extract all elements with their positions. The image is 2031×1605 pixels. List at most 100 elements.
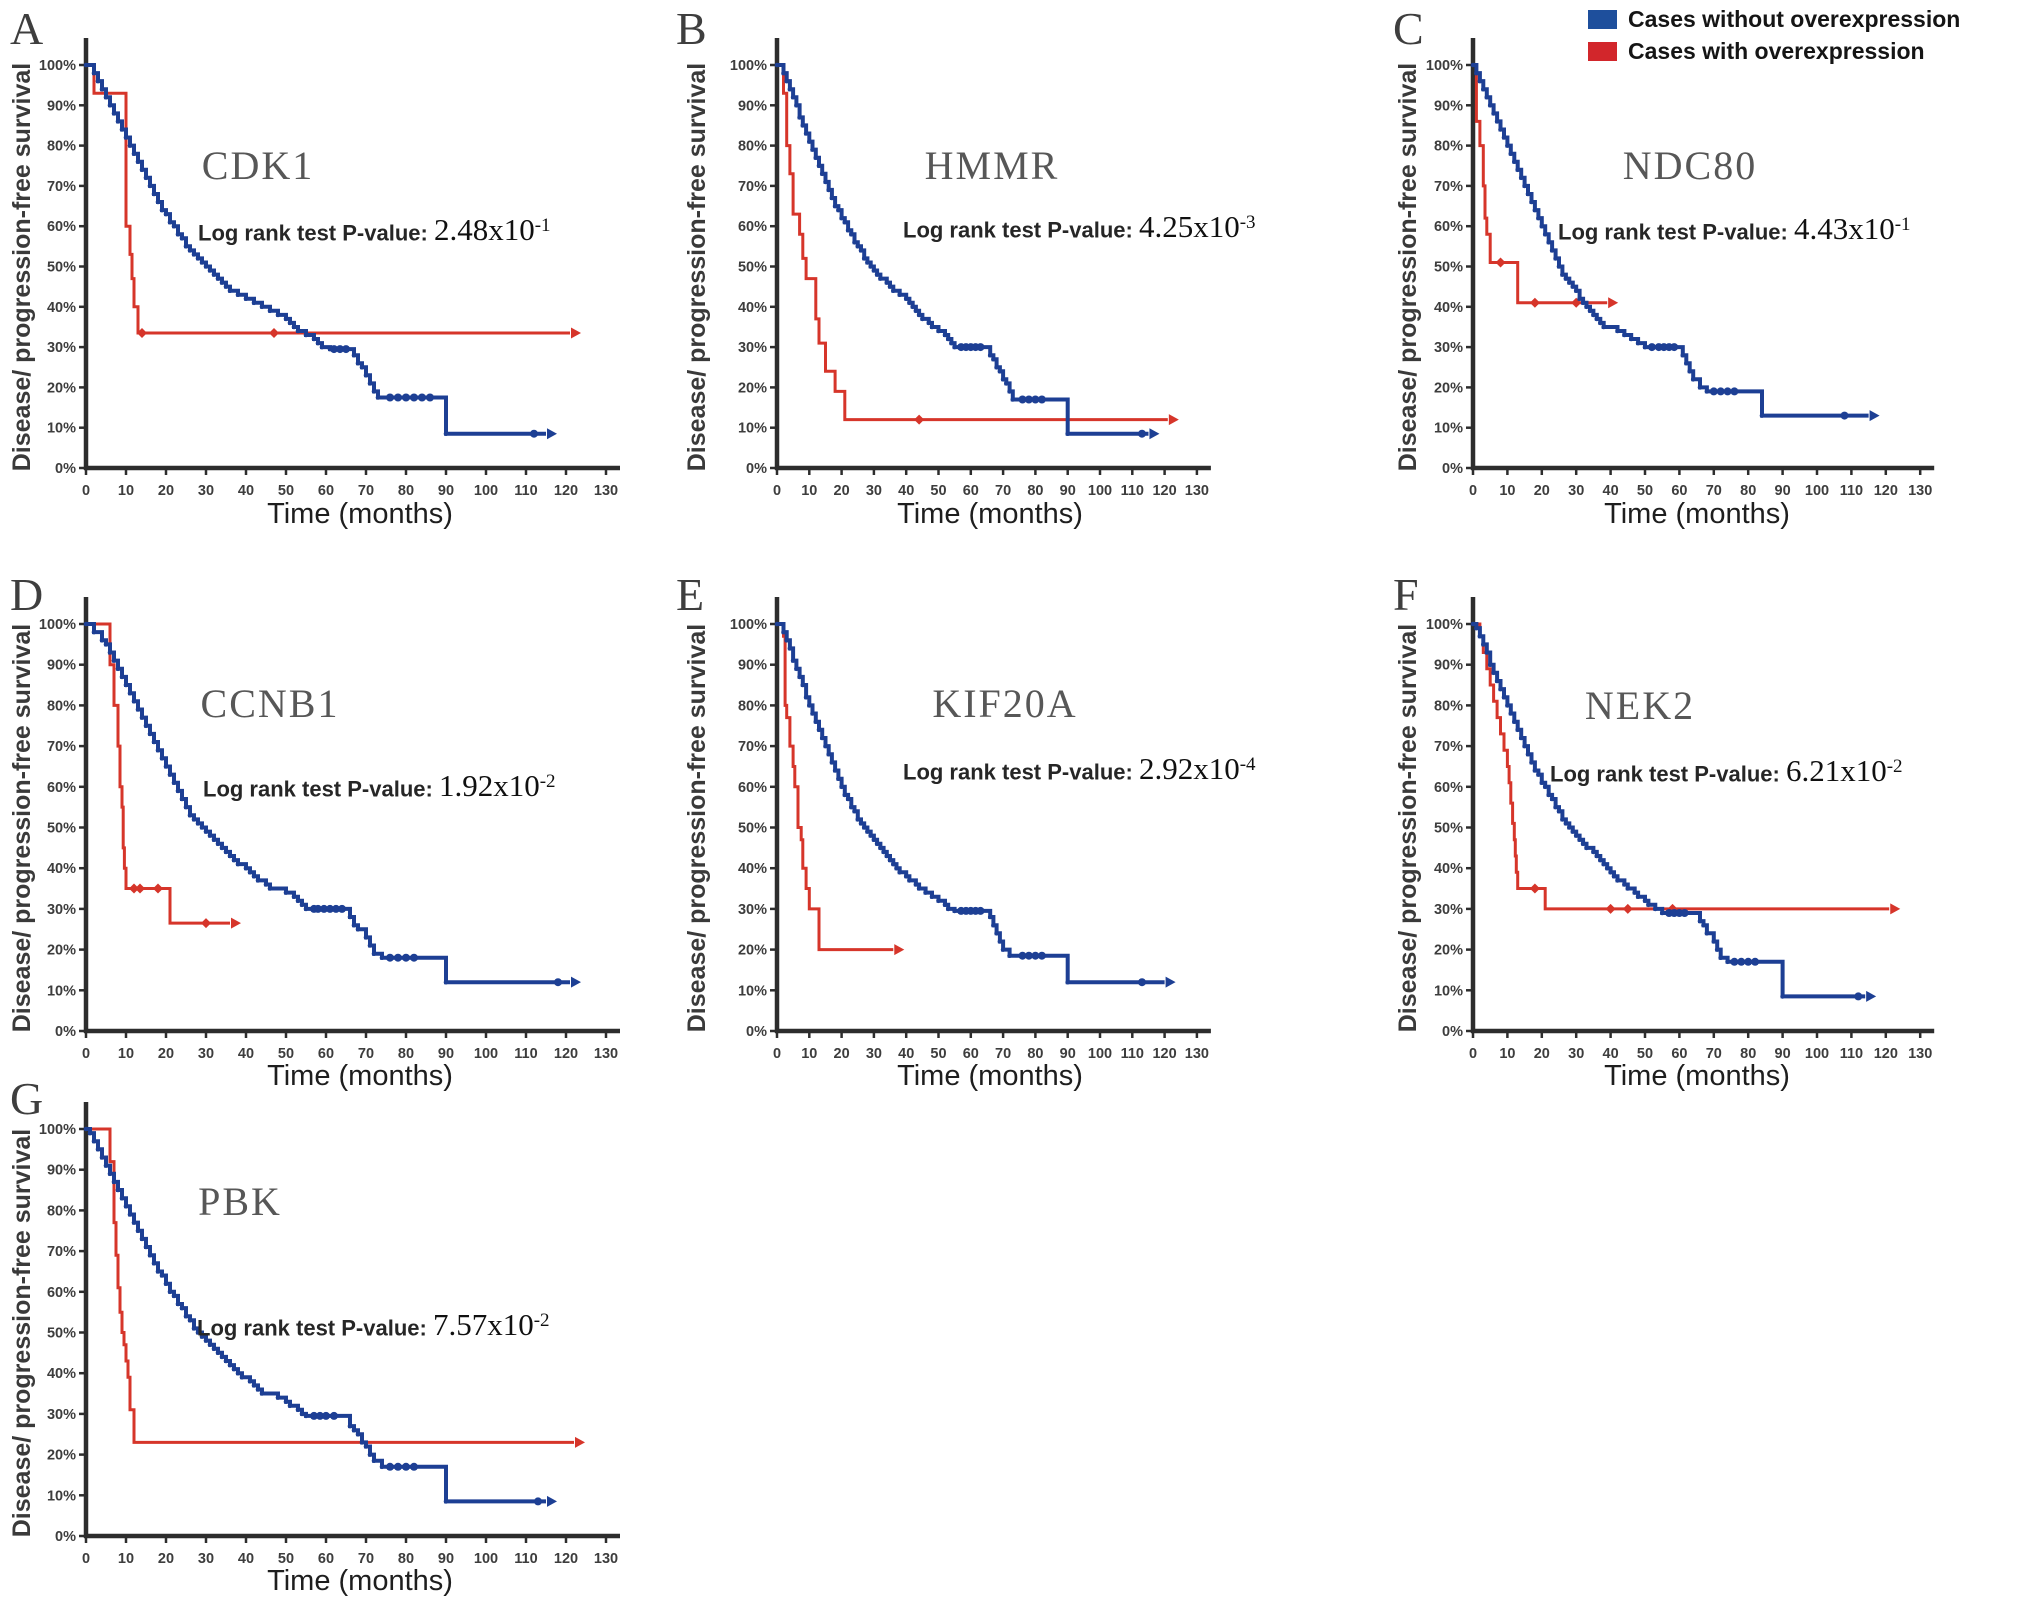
svg-text:100: 100 xyxy=(474,1551,498,1567)
svg-text:50: 50 xyxy=(278,1046,294,1062)
curve-end-arrow xyxy=(1165,976,1176,988)
svg-text:40%: 40% xyxy=(738,861,767,877)
x-ticks: 0 10 20 30 40 50 60 70 80 90 100 110 120 130 xyxy=(773,468,1209,499)
svg-text:0%: 0% xyxy=(1442,461,1463,477)
censor-mark xyxy=(1723,387,1732,396)
svg-text:100: 100 xyxy=(1805,1046,1829,1062)
svg-text:10%: 10% xyxy=(738,421,767,437)
svg-text:110: 110 xyxy=(1121,1046,1144,1062)
svg-text:30: 30 xyxy=(1568,483,1584,499)
svg-text:80: 80 xyxy=(1740,483,1756,499)
curve-end-arrow xyxy=(571,327,581,339)
svg-text:130: 130 xyxy=(1185,483,1209,499)
panel-letter-C: C xyxy=(1393,3,1424,54)
censor-mark xyxy=(1605,903,1616,914)
svg-text:20: 20 xyxy=(834,483,850,499)
svg-text:60%: 60% xyxy=(738,780,767,796)
y-axis-title: Disease/ progression-free survival xyxy=(683,62,711,471)
panel-letter-E: E xyxy=(676,569,705,620)
curve-end-arrow xyxy=(1168,414,1179,426)
svg-text:20: 20 xyxy=(834,1046,850,1062)
censor-mark xyxy=(326,904,334,913)
y-ticks: 0% 10% 20% 30% 40% 50% 60% 70% 80% 90% 100% xyxy=(1426,617,1473,1040)
svg-text:80: 80 xyxy=(398,1551,414,1567)
svg-text:120: 120 xyxy=(1874,483,1898,499)
svg-text:90: 90 xyxy=(438,483,454,499)
svg-text:20: 20 xyxy=(158,483,174,499)
censor-mark xyxy=(534,1497,542,1506)
x-ticks: 0 10 20 30 40 50 60 70 80 90 100 110 120 130 xyxy=(773,1031,1209,1062)
x-axis-title: Time (months) xyxy=(1604,498,1790,530)
censor-mark xyxy=(1529,297,1540,308)
curve-end-arrow xyxy=(547,428,557,440)
svg-text:100%: 100% xyxy=(1426,617,1463,633)
legend-item-without-overexpression: Cases without overexpression xyxy=(1588,6,1960,33)
svg-text:100%: 100% xyxy=(730,617,767,633)
y-ticks: 0% 10% 20% 30% 40% 50% 60% 70% 80% 90% 100% xyxy=(39,58,86,477)
svg-text:50%: 50% xyxy=(1434,821,1463,837)
red-survival-curve xyxy=(777,622,894,952)
censor-mark xyxy=(1680,909,1689,917)
svg-text:60%: 60% xyxy=(47,780,76,796)
censor-mark xyxy=(1730,387,1739,396)
svg-text:10%: 10% xyxy=(47,421,76,437)
svg-text:110: 110 xyxy=(1121,483,1144,499)
legend-label: Cases without overexpression xyxy=(1628,6,1961,32)
y-axis-title: Disease/ progression-free survival xyxy=(683,623,711,1032)
y-axis-title: Disease/ progression-free survival xyxy=(8,623,36,1032)
svg-text:110: 110 xyxy=(1840,483,1863,499)
pvalue-value: 4.43x10-1 xyxy=(1793,211,1911,247)
x-axis-title: Time (months) xyxy=(267,1060,453,1092)
curve-end-arrow xyxy=(1890,903,1901,915)
svg-text:30%: 30% xyxy=(47,902,76,918)
panel-letter-G: G xyxy=(10,1073,44,1124)
censor-mark xyxy=(530,429,538,438)
gene-title-NEK2: NEK2 xyxy=(1584,683,1696,728)
svg-text:40: 40 xyxy=(238,483,254,499)
x-ticks: 0 10 20 30 40 50 60 70 80 90 100 110 120 130 xyxy=(1469,1031,1932,1062)
svg-text:130: 130 xyxy=(1908,483,1932,499)
svg-text:30: 30 xyxy=(198,1551,214,1567)
svg-text:50%: 50% xyxy=(47,260,76,276)
svg-text:20%: 20% xyxy=(738,380,767,396)
censor-mark xyxy=(320,904,328,913)
svg-text:120: 120 xyxy=(1874,1046,1898,1062)
svg-text:40: 40 xyxy=(898,483,914,499)
censor-mark xyxy=(137,327,147,338)
pvalue-value: 6.21x10-2 xyxy=(1785,753,1903,789)
censor-mark xyxy=(1529,883,1540,894)
censor-mark xyxy=(1737,957,1746,966)
y-ticks: 0% 10% 20% 30% 40% 50% 60% 70% 80% 90% 100% xyxy=(730,617,777,1040)
censor-mark xyxy=(402,1462,410,1471)
censor-mark xyxy=(1730,957,1739,966)
svg-text:70%: 70% xyxy=(1434,739,1463,755)
censor-mark xyxy=(402,953,410,962)
blue-survival-curve xyxy=(1473,622,1866,999)
panel-D-plot: 0% 10% 20% 30% 40% 50% 60% 70% 80% 90% 100% 0 10 20 30… xyxy=(39,597,620,1062)
svg-text:30%: 30% xyxy=(47,1407,76,1423)
curve-end-arrow xyxy=(1866,990,1877,1002)
svg-text:0: 0 xyxy=(82,1551,90,1567)
x-ticks: 0 10 20 30 40 50 60 70 80 90 100 110 120 130 xyxy=(82,1536,618,1567)
svg-text:60%: 60% xyxy=(1434,780,1463,796)
svg-text:20%: 20% xyxy=(47,1448,76,1464)
svg-text:90%: 90% xyxy=(47,98,76,114)
svg-text:40: 40 xyxy=(238,1551,254,1567)
censor-mark xyxy=(410,393,418,402)
gene-title-NDC80: NDC80 xyxy=(1622,143,1758,188)
svg-text:50: 50 xyxy=(1637,1046,1653,1062)
svg-text:30%: 30% xyxy=(738,340,767,356)
panel-G-plot: 0% 10% 20% 30% 40% 50% 60% 70% 80% 90% 100% 0 10 20 30… xyxy=(39,1102,620,1567)
pvalue-value: 2.48x10-1 xyxy=(433,212,551,248)
svg-text:70%: 70% xyxy=(47,739,76,755)
svg-text:30: 30 xyxy=(1568,1046,1584,1062)
svg-text:50: 50 xyxy=(278,483,294,499)
svg-text:60%: 60% xyxy=(738,219,767,235)
censor-mark xyxy=(338,904,346,913)
log-rank-pvalue: Log rank test P-value: 6.21x10-2 xyxy=(1550,755,1903,786)
svg-text:10: 10 xyxy=(801,1046,817,1062)
censor-mark xyxy=(394,393,402,402)
panel-A-plot: 0% 10% 20% 30% 40% 50% 60% 70% 80% 90% 100% 0 10 20 30… xyxy=(39,38,620,499)
censor-mark xyxy=(330,1411,338,1420)
